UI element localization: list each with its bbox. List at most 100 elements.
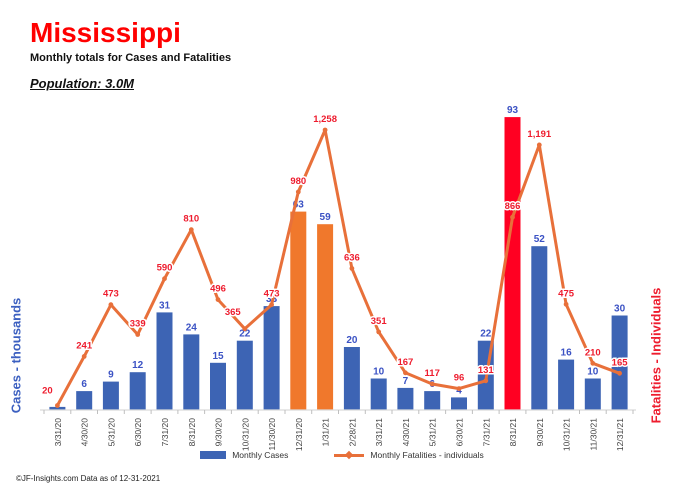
fatalities-point [376,329,382,335]
fatality-value-label: 1,191 [527,129,551,140]
x-tick-label: 4/30/21 [401,418,411,447]
fatality-value-label: 131 [478,365,495,376]
monthly-cases-bar [397,387,414,410]
case-value-label: 6 [81,379,87,390]
case-value-label: 63 [293,200,305,211]
fatalities-point [295,189,301,195]
fatalities-point [269,302,274,308]
monthly-cases-bar [236,340,253,410]
fatality-value-label: 117 [425,368,440,379]
fatality-value-label: 473 [103,289,119,300]
x-tick-label: 12/31/20 [294,418,304,451]
case-value-label: 12 [132,360,144,371]
fatality-value-label: 165 [612,357,629,368]
fatalities-point [322,127,328,133]
monthly-cases-bar [76,391,93,410]
fatalities-point [55,403,60,408]
fatalities-point [403,370,408,376]
fatalities-point [456,386,462,391]
fatalities-point [188,227,194,233]
fatality-value-label: 475 [558,288,575,299]
x-tick-label: 11/30/21 [588,418,598,451]
case-value-label: 9 [108,370,114,381]
monthly-cases-bar [584,378,601,410]
fatality-value-label: 167 [397,357,413,368]
fatalities-point [349,266,355,271]
case-value-label: 31 [159,300,171,311]
fatality-value-label: 20 [42,386,53,397]
fatalities-point [429,381,435,387]
case-value-label: 10 [587,367,599,378]
fatalities-point [483,378,489,384]
credit-line: ©JF-Insights.com Data as of 12-31-2021 [16,474,161,483]
x-tick-label: 9/30/20 [214,418,224,447]
case-value-label: 15 [212,351,224,362]
monthly-cases-bar [129,372,146,410]
fatalities-line [55,128,622,407]
legend-cases-label: Monthly Cases [232,450,289,460]
fatality-value-label: 1,258 [313,114,337,125]
fatalities-point [215,297,221,302]
chart-subtitle: Monthly totals for Cases and Fatalities [30,51,232,64]
x-tick-label: 2/28/21 [347,418,357,447]
right-axis-title: Fatalities - Individuals [648,287,664,424]
fatality-value-label: 339 [130,319,146,330]
monthly-cases-bar [290,211,307,410]
chart-header: Mississippi Monthly totals for Cases and… [30,17,232,91]
cases-swatch-icon [200,451,227,459]
chart-legend: Monthly Cases Monthly Fatalities - indiv… [0,450,684,460]
fatalities-point [536,142,542,148]
monthly-cases-bar [49,406,66,410]
monthly-cases-bar [343,347,360,410]
monthly-cases-bar [504,117,521,410]
fatalities-point [162,276,167,282]
population-callout: Population: 3.0M [30,75,134,91]
x-tick-label: 5/31/20 [106,418,116,447]
monthly-cases-bar [370,378,387,410]
fatality-value-label: 241 [76,340,93,351]
x-tick-label: 11/30/20 [267,418,277,451]
monthly-cases-bar [183,334,200,410]
fatalities-swatch-icon [334,450,365,460]
x-tick-label: 3/31/21 [374,418,384,447]
left-axis-title: Cases - thousands [8,297,24,414]
monthly-cases-bar [451,397,467,410]
case-value-label: 93 [507,105,519,116]
x-tick-label: 4/30/20 [80,418,90,447]
monthly-cases-bar [558,359,575,410]
case-value-label: 7 [403,376,409,387]
fatality-value-label: 636 [344,252,360,263]
fatalities-point [563,301,569,307]
page-title: Mississippi [30,17,181,48]
fatality-value-label: 351 [371,316,388,327]
fatalities-point [590,360,596,366]
monthly-cases-bar [263,306,280,411]
monthly-cases-bar [424,391,441,410]
x-tick-label: 10/31/21 [562,418,572,451]
x-tick-label: 3/31/20 [53,418,63,447]
fatalities-point [510,214,515,220]
case-value-label: 20 [346,335,358,346]
fatalities-point [108,302,114,308]
x-tick-label: 7/31/20 [160,418,170,447]
x-tick-label: 12/31/21 [615,418,625,451]
x-tick-label: 8/31/21 [508,418,518,447]
case-value-label: 22 [239,329,251,340]
x-tick-label: 7/31/21 [481,418,491,447]
monthly-cases-bar [611,315,628,410]
fatality-value-label: 210 [585,347,601,358]
fatality-value-label: 496 [210,284,226,295]
x-tick-label: 6/30/20 [133,418,143,447]
legend-fatalities-label: Monthly Fatalities - individuals [370,450,484,460]
x-tick-label: 5/31/21 [428,418,438,447]
fatalities-point [617,370,622,376]
monthly-cases-bar [531,246,548,410]
monthly-cases-bar [102,381,119,410]
case-value-label: 30 [614,304,626,315]
legend-item-fatalities: Monthly Fatalities - individuals [334,450,484,460]
case-value-label: 24 [186,322,198,333]
case-value-label: 52 [534,234,546,245]
fatality-value-label: 980 [290,176,306,187]
